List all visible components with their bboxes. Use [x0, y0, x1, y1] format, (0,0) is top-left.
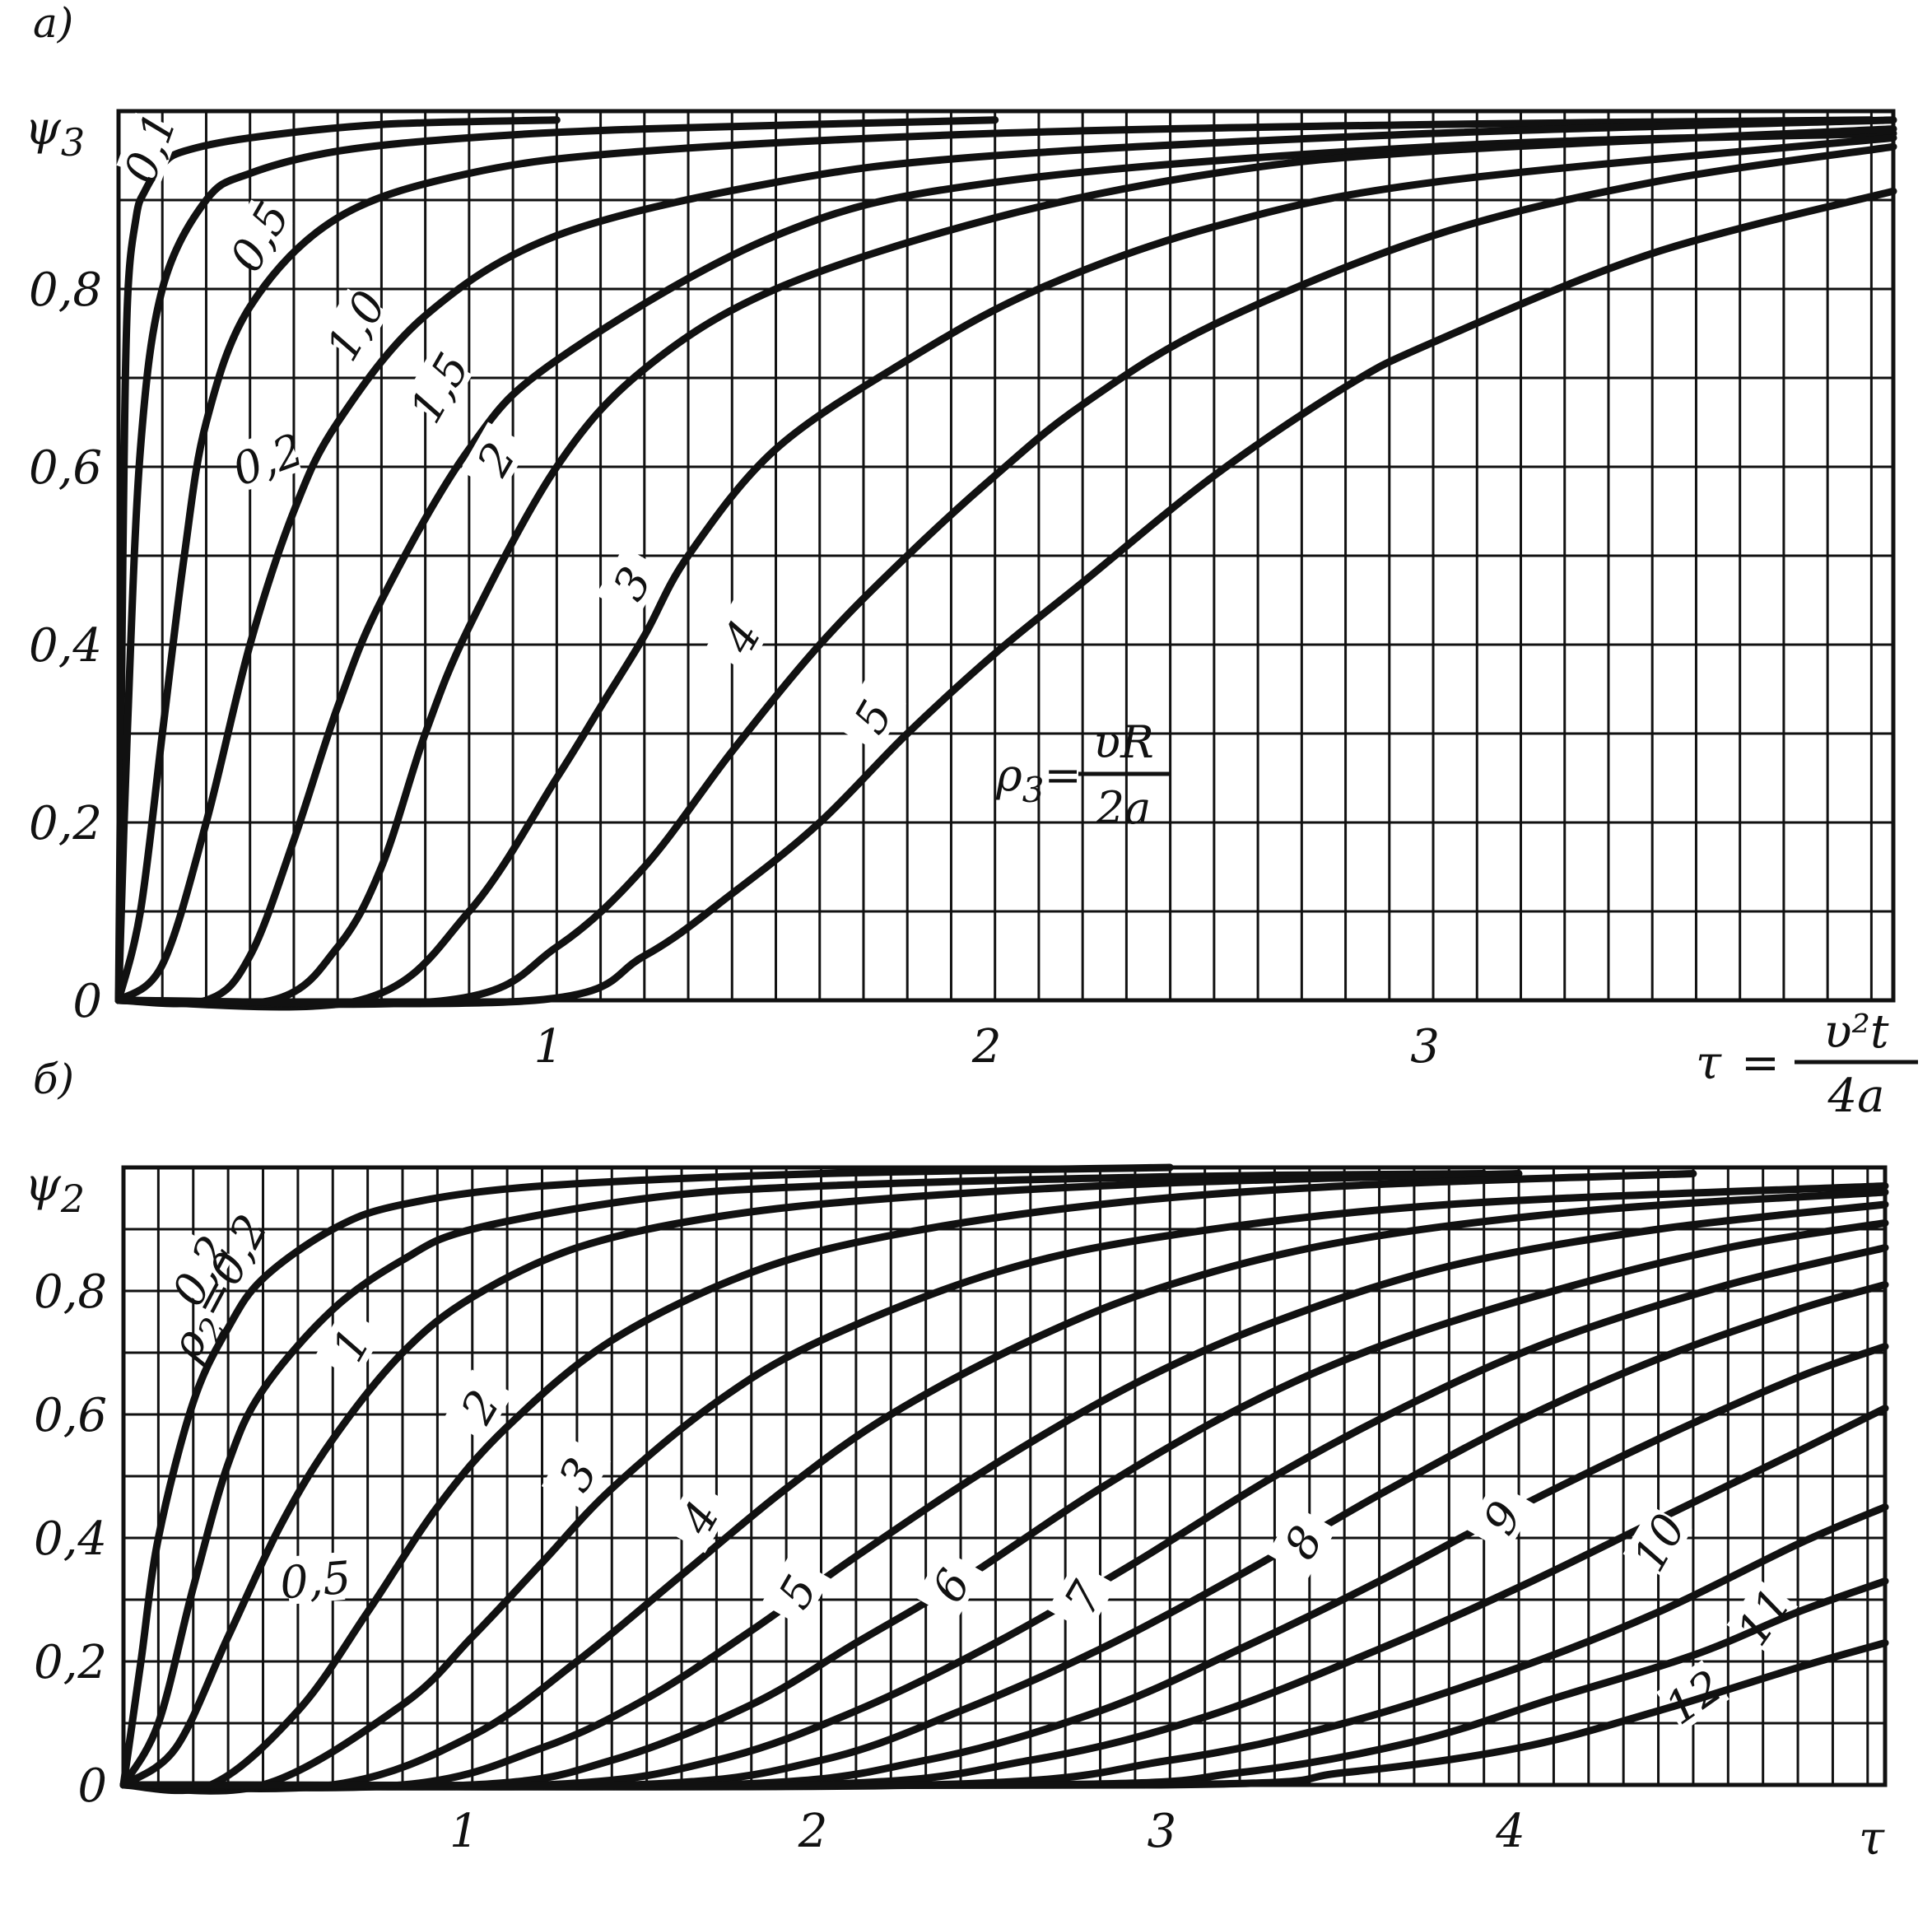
series-label-mask: [232, 426, 302, 490]
plot-frame: [116, 109, 1896, 1003]
y-axis-label: ψ2: [25, 1158, 85, 1221]
series-line-1-0: [114, 116, 1897, 1004]
series-line-2: [119, 1170, 1697, 1795]
series-label-mask: [444, 1369, 514, 1442]
panel-label: б): [33, 1055, 74, 1103]
param-symbol: ρ: [995, 749, 1022, 801]
y-tick-label: 0,2: [29, 797, 102, 850]
series-label: 10: [1622, 1505, 1696, 1580]
series-label-mask: [319, 288, 389, 361]
y-axis-symbol: ψ: [25, 102, 62, 156]
series-label: 0,2: [226, 423, 310, 496]
series-label: 0,5: [278, 1551, 353, 1609]
series-line-5: [114, 187, 1897, 1008]
series-line-0-5: [114, 116, 1875, 1004]
panel-label: а): [33, 0, 73, 47]
series-label: 0,5: [220, 193, 300, 281]
series-label-mask: [1267, 1505, 1337, 1578]
series-line-1-5: [114, 129, 1897, 1008]
y-tick-label: 0,8: [34, 1265, 107, 1319]
series-label-mask: [1465, 1480, 1536, 1554]
series-line-2: [114, 125, 1897, 1009]
x-axis-label: τ: [1859, 1812, 1885, 1866]
x-tick-label: 1: [534, 1020, 564, 1074]
series-label-mask: [459, 422, 530, 495]
series-line-6: [119, 1219, 1889, 1791]
series-line-3: [114, 133, 1897, 1011]
param-denominator: 2a: [1096, 782, 1152, 834]
series-label-mask: [761, 1554, 831, 1628]
series-line-4: [114, 142, 1897, 1009]
grid: [123, 1167, 1885, 1785]
y-axis-label: ψ3: [25, 102, 85, 165]
x-tick-label: 4: [1495, 1805, 1525, 1858]
param-label: ρ3=: [995, 749, 1082, 810]
series-line-4: [119, 1188, 1889, 1792]
param-numerator: υR: [1093, 716, 1154, 768]
series-label-mask: [1047, 1561, 1117, 1633]
series-label-mask: [705, 599, 775, 673]
y-axis-subscript: 3: [61, 120, 85, 165]
x-tick-label: 2: [798, 1805, 828, 1858]
series-label-mask: [403, 351, 473, 424]
y-tick-label: 0,6: [29, 441, 102, 495]
series-label-mask: [165, 1233, 234, 1307]
series-line-unlabeled: [119, 1639, 1889, 1790]
x-axis-numerator: υ²t: [1824, 1005, 1889, 1059]
y-tick-label: 0,4: [29, 619, 102, 673]
y-tick-label: 0,6: [34, 1389, 107, 1442]
y-tick-label: 0,2: [34, 1636, 107, 1689]
y-tick-label: 0,8: [29, 263, 102, 317]
series-label-mask: [223, 199, 293, 273]
series-line-0-1: [114, 116, 561, 1004]
y-tick-label: 0: [72, 975, 102, 1028]
series-label-mask: [541, 1437, 612, 1510]
series-label: 1,5: [399, 344, 480, 431]
series-line-7: [119, 1244, 1889, 1791]
chart-a: 00,20,40,60,81 2 3а)ψ3 0,10,20,51,01,52345ρ…: [25, 0, 1918, 1123]
series-line-3: [119, 1182, 1889, 1795]
series-label-mask: [663, 1480, 733, 1554]
series-label-mask: [116, 112, 181, 182]
series-line-5: [119, 1200, 1889, 1792]
series-label-mask: [1622, 1505, 1692, 1578]
series-label-mask: [1655, 1660, 1729, 1731]
y-tick-label: 0,4: [34, 1512, 107, 1566]
series-line-0-5: [119, 1170, 1488, 1789]
series-line-10: [119, 1405, 1889, 1791]
series-label-mask: [915, 1549, 985, 1621]
x-axis-denominator: 4a: [1827, 1069, 1884, 1123]
series-label-mask: [285, 1552, 346, 1605]
series-line-0-2: [119, 1163, 1174, 1789]
series-label-mask: [595, 546, 666, 619]
series-label-mask: [314, 1307, 384, 1381]
x-tick-label: 2: [971, 1020, 1002, 1074]
series-line-1: [119, 1170, 1523, 1789]
x-axis-equals: =: [1741, 1037, 1780, 1090]
x-tick-label: 1: [449, 1805, 479, 1858]
param-subscript: 3: [1022, 770, 1045, 810]
series-label: 0,1: [114, 105, 187, 189]
series-line-12: [119, 1577, 1889, 1790]
series-label-mask: [836, 679, 906, 752]
y-tick-label: 0: [77, 1759, 107, 1813]
param-equals: =: [1044, 749, 1081, 801]
y-axis-symbol: ψ: [25, 1158, 62, 1212]
x-tick-label: 3: [1147, 1805, 1176, 1858]
y-axis-subscript: 2: [60, 1176, 85, 1221]
x-axis-symbol: τ: [1696, 1037, 1722, 1090]
x-tick-label: 3: [1410, 1020, 1440, 1074]
series-line-0-2: [114, 116, 999, 1004]
